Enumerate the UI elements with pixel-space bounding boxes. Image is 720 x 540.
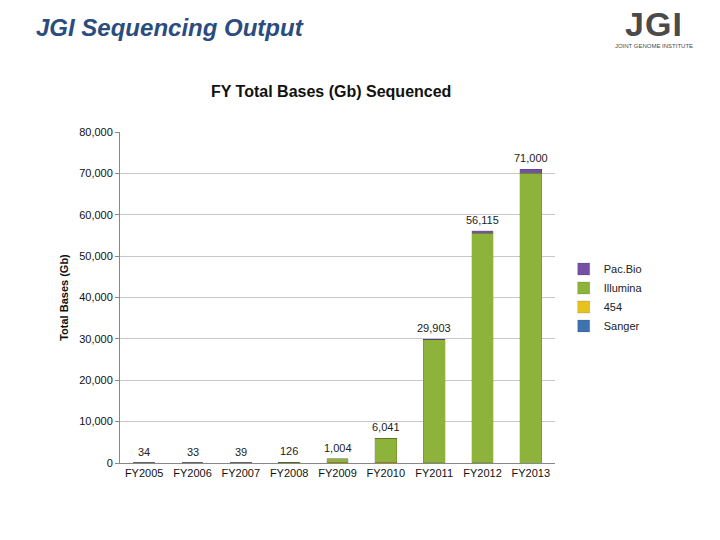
svg-text:0: 0 [107, 457, 113, 469]
svg-text:80,000: 80,000 [79, 126, 113, 138]
svg-text:70,000: 70,000 [79, 167, 113, 179]
svg-text:40,000: 40,000 [79, 291, 113, 303]
svg-text:FY Total Bases (Gb) Sequenced: FY Total Bases (Gb) Sequenced [211, 83, 451, 100]
svg-text:FY2010: FY2010 [367, 467, 406, 479]
svg-text:1,004: 1,004 [324, 442, 352, 454]
svg-text:39: 39 [235, 446, 247, 458]
html-text:JGI Sequencing Output: JGI Sequencing Output [36, 14, 303, 41]
svg-text:50,000: 50,000 [79, 250, 113, 262]
svg-text:FY2007: FY2007 [222, 467, 261, 479]
svg-text:FY2012: FY2012 [463, 467, 502, 479]
svg-text:60,000: 60,000 [79, 209, 113, 221]
svg-text:10,000: 10,000 [79, 415, 113, 427]
svg-text:FY2008: FY2008 [270, 467, 309, 479]
svg-text:126: 126 [280, 445, 298, 457]
svg-text:20,000: 20,000 [79, 374, 113, 386]
svg-text:454: 454 [604, 301, 622, 313]
svg-text:Sanger: Sanger [604, 320, 640, 332]
svg-text:FY2009: FY2009 [318, 467, 357, 479]
svg-text:Illumina: Illumina [604, 282, 643, 294]
svg-text:Total Bases (Gb): Total Bases (Gb) [58, 254, 70, 341]
svg-text:6,041: 6,041 [372, 421, 400, 433]
svg-text:34: 34 [138, 446, 150, 458]
svg-text:56,115: 56,115 [466, 214, 499, 226]
svg-text:29,903: 29,903 [417, 322, 451, 334]
html-text:JGI: JGI [625, 5, 683, 43]
svg-text:33: 33 [187, 446, 199, 458]
svg-text:FY2011: FY2011 [415, 467, 453, 479]
svg-text:Pac.Bio: Pac.Bio [604, 263, 642, 275]
svg-text:FY2005: FY2005 [125, 467, 164, 479]
svg-text:30,000: 30,000 [79, 333, 113, 345]
html-text:JOINT GENOME INSTITUTE: JOINT GENOME INSTITUTE [614, 43, 694, 49]
svg-text:FY2006: FY2006 [173, 467, 212, 479]
svg-text:71,000: 71,000 [514, 152, 548, 164]
svg-text:FY2013: FY2013 [512, 467, 551, 479]
